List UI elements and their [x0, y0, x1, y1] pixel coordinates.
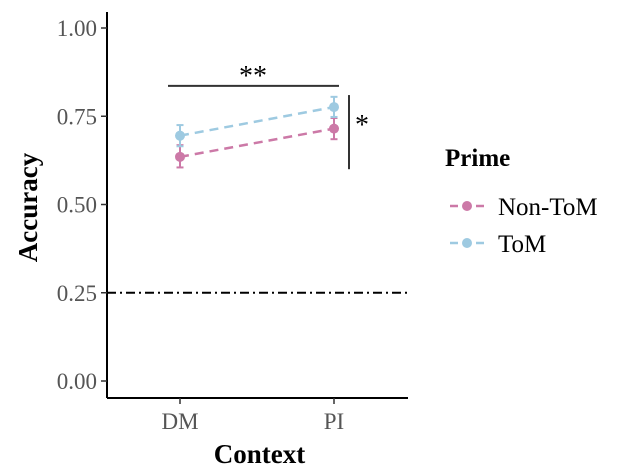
- legend: Prime Non-ToM ToM: [445, 145, 598, 258]
- significance-label: **: [239, 61, 267, 92]
- y-tick-label: 0.75: [57, 104, 97, 129]
- data-point: [329, 123, 339, 134]
- significance-label: *: [355, 110, 369, 141]
- y-axis-title: Accuracy: [13, 152, 43, 262]
- y-tick-label: 0.00: [57, 369, 97, 394]
- x-tick-label: DM: [161, 409, 198, 434]
- legend-title: Prime: [445, 145, 510, 172]
- legend-label: ToM: [498, 231, 546, 258]
- legend-key-point: [462, 238, 472, 248]
- data-point: [175, 130, 185, 141]
- significance-annotations: ***: [168, 61, 369, 170]
- series-tom: [175, 95, 339, 148]
- legend-label: Non-ToM: [498, 194, 598, 221]
- data-point: [175, 151, 185, 162]
- series-non-tom: [175, 117, 339, 169]
- y-tick-label: 1.00: [57, 16, 97, 41]
- series-layer: [175, 95, 339, 169]
- x-tick-label: PI: [324, 409, 344, 434]
- data-point: [329, 102, 339, 113]
- y-tick-label: 0.25: [57, 281, 97, 306]
- legend-item: Non-ToM: [450, 194, 598, 221]
- x-axis-title: Context: [214, 439, 305, 467]
- series-line: [179, 105, 335, 137]
- series-line: [179, 127, 335, 159]
- y-tick-label: 0.50: [57, 193, 97, 218]
- axes: 0.00 0.25 0.50 0.75 1.00 DM PI: [57, 12, 408, 434]
- legend-key-point: [462, 201, 472, 211]
- legend-item: ToM: [450, 231, 546, 258]
